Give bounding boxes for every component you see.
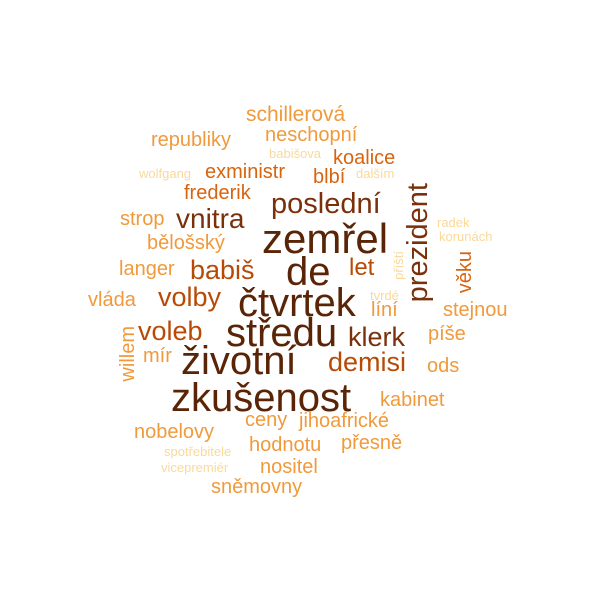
word-wolfgang: wolfgang	[139, 166, 192, 181]
word-korunach: korunách	[439, 229, 493, 244]
word-pise: píše	[428, 323, 466, 345]
word-vekou: věku	[454, 251, 476, 294]
word-nositel: nositel	[260, 456, 318, 478]
word-klerk: klerk	[348, 322, 406, 352]
word-radek: radek	[437, 215, 470, 230]
word-neschopni: neschopní	[265, 124, 358, 146]
word-schillerova: schillerová	[246, 103, 346, 126]
word-voleb: voleb	[138, 316, 203, 346]
word-stredu: středu	[226, 311, 338, 355]
word-posledni: poslední	[271, 188, 381, 220]
word-spotrebitele: spotřebitele	[164, 444, 232, 459]
word-frederik: frederik	[184, 182, 251, 204]
word-lini: líní	[371, 299, 398, 321]
word-ods: ods	[427, 355, 460, 377]
word-zivotni: životní	[181, 339, 297, 383]
word-vlada: vláda	[88, 289, 136, 311]
word-vnitra: vnitra	[176, 203, 245, 234]
word-belossky: bělošský	[147, 232, 225, 254]
word-mir: mír	[143, 345, 172, 367]
word-de: de	[286, 250, 331, 294]
word-jihoafricke: jihoafrické	[299, 410, 390, 432]
word-let: let	[349, 254, 375, 281]
word-exministr: exministr	[205, 161, 286, 183]
word-demisi: demisi	[328, 347, 407, 377]
word-blbi: blbí	[313, 166, 346, 188]
word-babisova: babišova	[269, 146, 322, 161]
word-babis: babiš	[190, 255, 255, 285]
word-zkusenost: zkušenost	[171, 376, 352, 420]
word-presne: přesně	[341, 432, 403, 454]
word-volby: volby	[158, 282, 222, 312]
word-ctvrtek: čtvrtek	[238, 281, 356, 325]
word-kabinet: kabinet	[380, 389, 445, 411]
word-nobelovy: nobelovy	[134, 421, 215, 443]
word-republiky: republiky	[151, 129, 232, 151]
word-hodnotu: hodnotu	[249, 434, 322, 456]
word-dalsim: dalším	[356, 166, 395, 181]
word-pristi: příští	[391, 251, 406, 280]
word-stejnou: stejnou	[443, 299, 508, 321]
word-zemrel: zemřel	[262, 215, 389, 262]
word-tvrde: tvrdé	[370, 288, 399, 303]
word-ceny: ceny	[245, 409, 288, 431]
word-willem: willem	[117, 326, 139, 382]
word-langer: langer	[119, 258, 175, 280]
word-snemovny: sněmovny	[211, 476, 303, 498]
word-vicepremier: vicepremiér	[161, 460, 229, 475]
word-strop: strop	[120, 208, 165, 230]
word-prezident: prezident	[402, 183, 434, 303]
word-koalice: koalice	[333, 147, 396, 169]
